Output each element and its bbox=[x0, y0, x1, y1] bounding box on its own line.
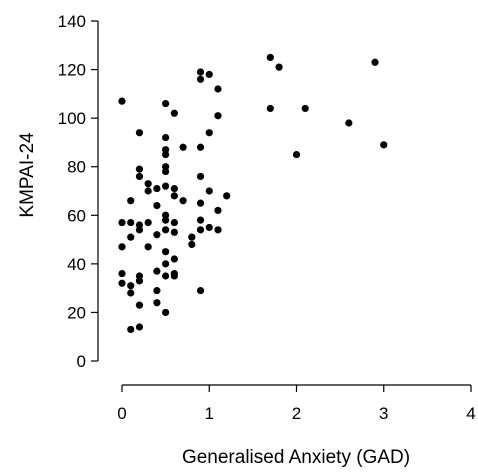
data-points bbox=[118, 53, 388, 334]
y-tick-label: 100 bbox=[58, 109, 86, 128]
data-point bbox=[266, 53, 274, 62]
data-point bbox=[188, 233, 196, 241]
data-point bbox=[153, 286, 161, 295]
data-point bbox=[153, 231, 161, 239]
x-tick-label: 3 bbox=[379, 404, 388, 423]
data-point bbox=[162, 99, 170, 108]
data-point bbox=[196, 286, 205, 295]
data-point bbox=[144, 218, 152, 227]
data-point bbox=[118, 218, 126, 227]
data-point bbox=[153, 267, 161, 275]
y-tick-label: 140 bbox=[58, 12, 86, 31]
data-point bbox=[205, 129, 213, 137]
data-point bbox=[205, 223, 213, 232]
data-point bbox=[179, 143, 187, 151]
x-tick-label: 0 bbox=[117, 404, 126, 423]
data-point bbox=[214, 226, 222, 234]
data-point bbox=[144, 187, 152, 195]
data-point bbox=[345, 119, 353, 127]
data-point bbox=[170, 218, 178, 227]
data-point bbox=[135, 172, 144, 181]
data-point bbox=[371, 58, 379, 66]
data-point bbox=[196, 75, 205, 83]
data-point bbox=[196, 216, 205, 224]
data-point bbox=[135, 226, 144, 234]
x-ticks: 0 1 2 3 4 bbox=[117, 385, 476, 423]
data-point bbox=[118, 269, 126, 278]
data-point bbox=[162, 167, 170, 176]
data-point bbox=[196, 68, 205, 76]
data-point bbox=[196, 172, 205, 181]
x-tick-label: 2 bbox=[292, 404, 301, 423]
data-point bbox=[162, 150, 170, 159]
data-point bbox=[205, 70, 213, 79]
data-point bbox=[170, 184, 178, 193]
x-tick-label: 1 bbox=[205, 404, 214, 423]
y-axis-title: KMPAI-24 bbox=[17, 132, 38, 218]
data-point bbox=[135, 323, 144, 331]
data-point bbox=[144, 180, 152, 188]
data-point bbox=[196, 226, 205, 234]
data-point bbox=[275, 63, 283, 71]
data-point bbox=[162, 226, 170, 234]
data-point bbox=[127, 289, 135, 297]
data-point bbox=[162, 216, 170, 224]
data-point bbox=[162, 260, 170, 268]
data-point bbox=[214, 206, 222, 215]
data-point bbox=[127, 218, 135, 227]
data-point bbox=[292, 150, 301, 159]
data-point bbox=[170, 192, 178, 200]
data-point bbox=[301, 104, 309, 113]
data-point bbox=[196, 143, 205, 151]
y-tick-label: 0 bbox=[77, 352, 86, 371]
data-point bbox=[170, 272, 178, 280]
data-point bbox=[162, 182, 170, 190]
data-point bbox=[135, 277, 144, 285]
data-point bbox=[380, 141, 388, 149]
data-point bbox=[179, 197, 187, 205]
data-point bbox=[135, 129, 144, 137]
data-point bbox=[266, 104, 274, 113]
y-tick-label: 40 bbox=[67, 255, 86, 274]
data-point bbox=[118, 243, 126, 251]
y-tick-label: 80 bbox=[67, 158, 86, 177]
data-point bbox=[188, 240, 196, 249]
data-point bbox=[214, 112, 222, 120]
data-point bbox=[162, 133, 170, 142]
data-point bbox=[144, 243, 152, 251]
y-tick-label: 60 bbox=[67, 206, 86, 225]
axes bbox=[97, 21, 471, 386]
data-point bbox=[170, 228, 178, 236]
data-point bbox=[205, 187, 213, 195]
data-point bbox=[135, 165, 144, 173]
data-point bbox=[153, 184, 161, 193]
data-point bbox=[170, 255, 178, 263]
x-axis-title: Generalised Anxiety (GAD) bbox=[182, 447, 410, 468]
x-tick-label: 4 bbox=[466, 404, 475, 423]
data-point bbox=[223, 192, 231, 200]
data-point bbox=[135, 301, 144, 309]
data-point bbox=[162, 272, 170, 280]
data-point bbox=[127, 325, 135, 334]
y-ticks: 0 20 40 60 80 100 120 140 bbox=[58, 12, 98, 371]
data-point bbox=[127, 282, 135, 290]
data-point bbox=[153, 299, 161, 307]
data-point bbox=[196, 199, 205, 207]
data-point bbox=[162, 248, 170, 256]
data-point bbox=[162, 308, 170, 317]
data-point bbox=[127, 233, 135, 241]
data-point bbox=[118, 97, 126, 105]
data-point bbox=[118, 279, 126, 287]
data-point bbox=[153, 201, 161, 210]
y-tick-label: 120 bbox=[58, 61, 86, 80]
data-point bbox=[214, 85, 222, 93]
y-tick-label: 20 bbox=[67, 303, 86, 322]
data-point bbox=[127, 197, 135, 205]
data-point bbox=[170, 109, 178, 117]
